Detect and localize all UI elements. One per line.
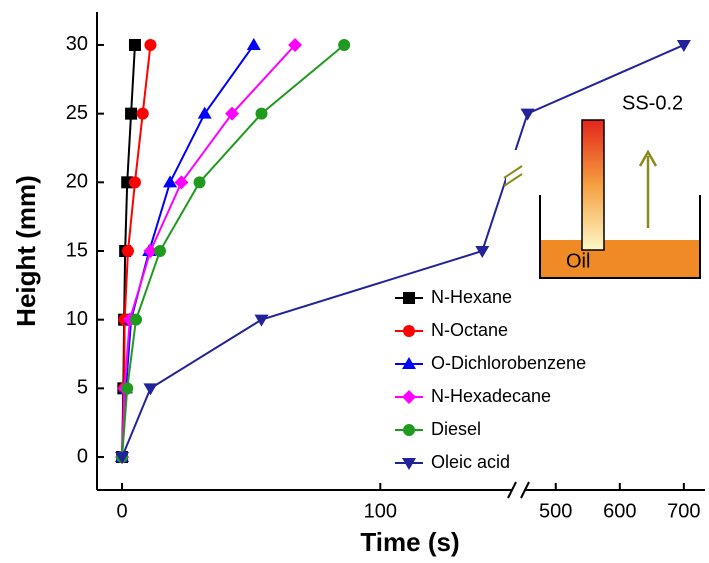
marker <box>163 175 177 187</box>
marker <box>247 38 261 50</box>
y-tick-label: 20 <box>66 171 88 193</box>
legend-marker <box>402 390 416 404</box>
marker <box>122 245 134 257</box>
inset-liquid: Oil <box>566 250 590 272</box>
marker <box>154 245 166 257</box>
marker <box>255 315 269 327</box>
x-tick-label: 600 <box>603 500 636 522</box>
y-tick-label: 25 <box>66 102 88 124</box>
marker <box>125 108 137 120</box>
x-axis-label: Time (s) <box>360 527 459 557</box>
inset-label: SS-0.2 <box>622 92 683 114</box>
marker <box>256 108 268 120</box>
oil-fill <box>540 240 700 278</box>
chart: SS-0.2 Oil Time (s) Height (mm) 0 5 10 15 20… <box>0 0 709 563</box>
marker <box>143 383 157 395</box>
marker <box>677 40 691 52</box>
marker <box>137 108 149 120</box>
legend-marker <box>403 424 415 436</box>
series-line <box>122 45 254 457</box>
marker <box>521 109 535 121</box>
y-axis-label: Height (mm) <box>11 175 41 327</box>
legend-label: Diesel <box>431 419 481 439</box>
marker <box>194 176 206 188</box>
legend-label: Oleic acid <box>431 452 510 472</box>
marker <box>129 39 141 51</box>
y-tick-label: 0 <box>77 445 88 467</box>
y-tick-label: 30 <box>66 33 88 55</box>
legend-marker <box>403 292 415 304</box>
x-tick-label: 700 <box>667 500 700 522</box>
rod <box>582 120 604 250</box>
legend-label: N-Hexadecane <box>431 386 551 406</box>
y-tick-label: 15 <box>66 239 88 261</box>
legend-label: N-Octane <box>431 320 508 340</box>
legend-label: O-Dichlorobenzene <box>431 353 586 373</box>
marker <box>130 314 142 326</box>
marker <box>144 39 156 51</box>
marker <box>338 39 350 51</box>
legend-label: N-Hexane <box>431 287 512 307</box>
x-tick-label: 0 <box>116 500 127 522</box>
marker <box>121 382 133 394</box>
x-tick-label: 100 <box>364 500 397 522</box>
legend-marker <box>403 325 415 337</box>
y-tick-label: 5 <box>77 377 88 399</box>
y-tick-label: 10 <box>66 308 88 330</box>
marker <box>129 176 141 188</box>
inset: SS-0.2 Oil <box>540 92 700 278</box>
x-tick-label: 500 <box>539 500 572 522</box>
page: {"chart_data": {"type": "line", "x_label… <box>0 0 709 563</box>
